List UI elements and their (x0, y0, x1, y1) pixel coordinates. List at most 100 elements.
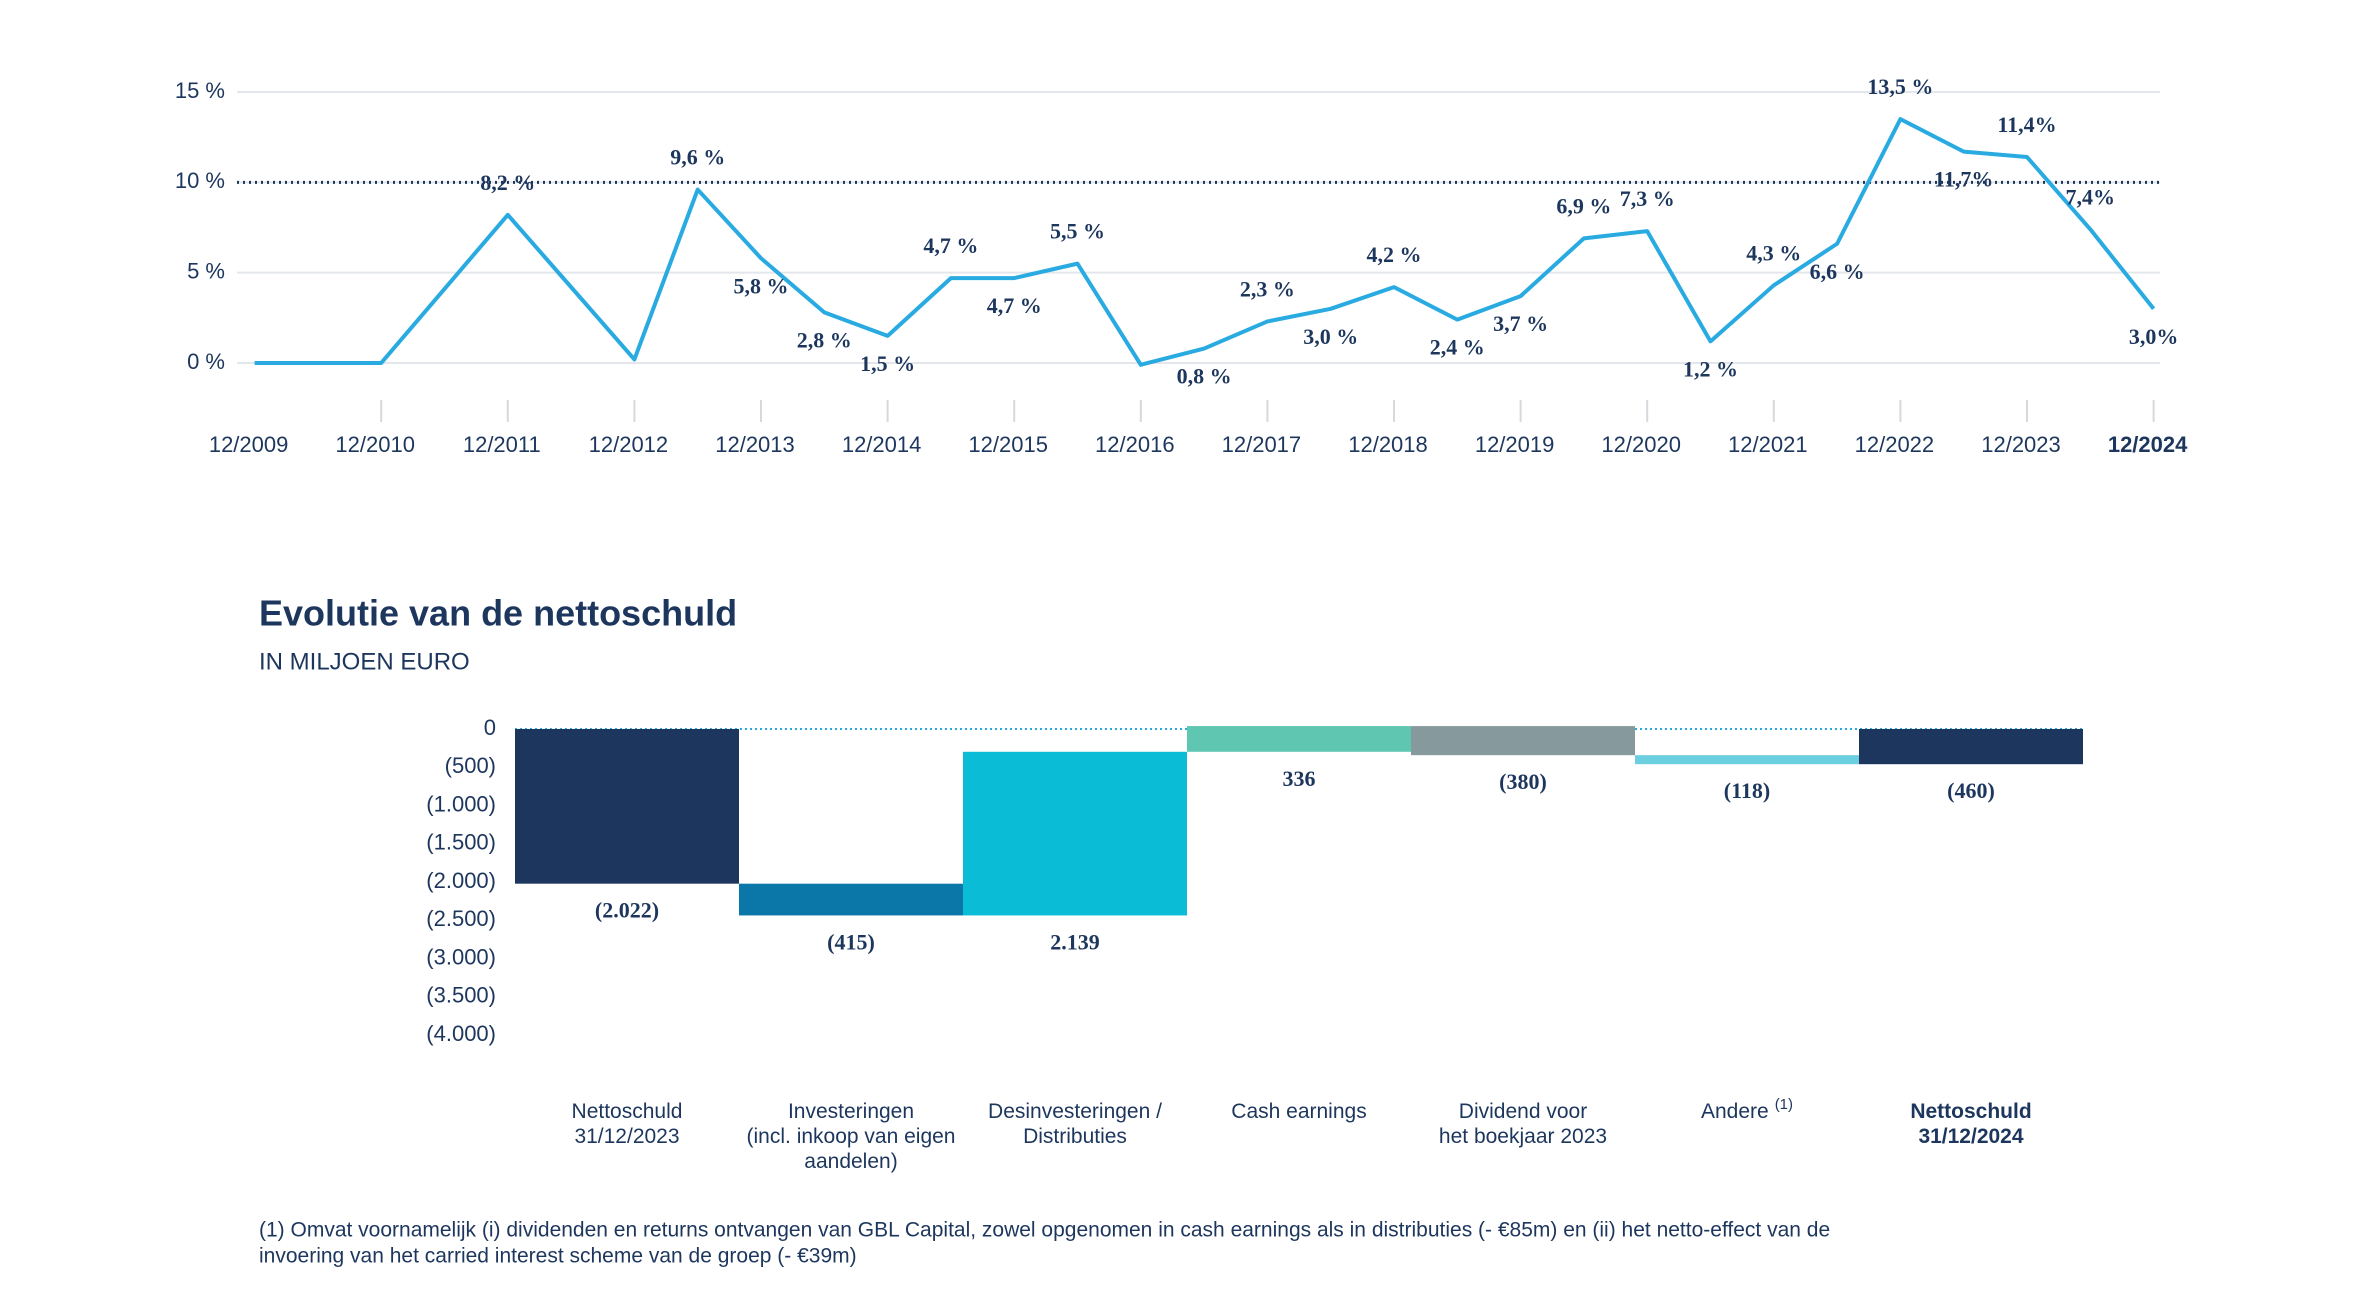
bar (739, 883, 963, 916)
x-tick-label-text: Dividend voor (1459, 1100, 1587, 1123)
x-tick-label: 12/2021 (1728, 432, 1808, 457)
x-tick-label: Cash earnings (1231, 1100, 1366, 1123)
bar (515, 729, 739, 884)
superscript: (1) (1775, 1096, 1793, 1113)
y-tick-label: (1.500) (426, 830, 496, 855)
data-label: (380) (1499, 769, 1547, 794)
x-tick-label: (incl. inkoop van eigen (747, 1125, 956, 1148)
x-tick-label: 12/2018 (1348, 432, 1428, 457)
chart-subtitle: IN MILJOEN EURO (259, 648, 470, 675)
x-tick-label: 12/2023 (1981, 432, 2061, 457)
x-tick-label: Nettoschuld (1910, 1100, 2031, 1123)
y-tick-label: 0 % (187, 349, 225, 374)
bar (1635, 755, 1859, 765)
data-label: (460) (1947, 778, 1995, 803)
x-tick-label: Investeringen (788, 1100, 914, 1123)
data-label: 4,3 % (1746, 240, 1801, 265)
y-tick-label: (500) (445, 753, 496, 778)
data-label: 11,7% (1934, 167, 1993, 192)
data-label: 3,0 % (1303, 324, 1358, 349)
x-tick-label: 12/2014 (842, 432, 922, 457)
x-tick-label: Dividend voor (1459, 1100, 1587, 1123)
data-label: (415) (827, 929, 875, 954)
y-tick-label: (4.000) (426, 1021, 496, 1046)
footnote: (1) Omvat voornamelijk (i) dividenden en… (259, 1219, 1830, 1242)
y-tick-label: (2.500) (426, 906, 496, 931)
x-tick-label: Desinvesteringen / (988, 1100, 1162, 1123)
data-label: 13,5 % (1867, 74, 1933, 99)
data-label: 9,6 % (670, 145, 725, 170)
x-tick-label: 12/2019 (1475, 432, 1555, 457)
bar (1411, 726, 1635, 756)
bar (963, 751, 1187, 916)
y-tick-label: (3.000) (426, 944, 496, 969)
y-tick-label: (1.000) (426, 791, 496, 816)
data-label: 5,8 % (734, 273, 789, 298)
data-label: (118) (1724, 778, 1770, 803)
data-label: 7,3 % (1620, 186, 1675, 211)
data-line (254, 117, 2156, 367)
x-tick-label: 12/2010 (335, 432, 415, 457)
data-label: 11,4% (1997, 112, 2056, 137)
x-tick-label-text: 31/12/2023 (574, 1125, 679, 1148)
data-label: 3,7 % (1493, 311, 1548, 336)
x-tick-label: 31/12/2023 (574, 1125, 679, 1148)
data-label: 2,8 % (797, 327, 852, 352)
x-tick-label-text: aandelen) (804, 1150, 897, 1173)
x-tick-label-text: Cash earnings (1231, 1100, 1366, 1123)
data-label: (2.022) (595, 898, 659, 923)
data-label: 5,5 % (1050, 219, 1105, 244)
x-tick-label: 12/2012 (589, 432, 669, 457)
x-tick-label: 12/2020 (1601, 432, 1681, 457)
x-tick-label: 12/2013 (715, 432, 795, 457)
data-label: 6,9 % (1556, 193, 1611, 218)
x-tick-label: 12/2022 (1855, 432, 1935, 457)
x-tick-label: Nettoschuld (572, 1100, 683, 1123)
y-tick-label: (2.000) (426, 868, 496, 893)
data-label: 1,2 % (1683, 356, 1738, 381)
data-label: 2.139 (1050, 929, 1100, 954)
x-tick-label: Andere (1) (1701, 1096, 1793, 1123)
x-tick-label-text: Distributies (1023, 1125, 1127, 1148)
data-label: 1,5 % (860, 351, 915, 376)
x-tick-label-text: Desinvesteringen / (988, 1100, 1162, 1123)
data-label: 7,4% (2066, 184, 2116, 209)
chart-title: Evolutie van de nettoschuld (259, 593, 737, 634)
x-tick-label: Distributies (1023, 1125, 1127, 1148)
data-label: 4,7 % (987, 293, 1042, 318)
data-label: 2,3 % (1240, 276, 1295, 301)
x-tick-label-text: Andere (1701, 1100, 1769, 1123)
data-label: 8,2 % (480, 170, 535, 195)
data-label: 6,6 % (1810, 259, 1865, 284)
x-tick-label: 12/2017 (1222, 432, 1302, 457)
x-tick-label: het boekjaar 2023 (1439, 1125, 1607, 1148)
data-label: 3,0% (2129, 324, 2179, 349)
x-tick-label-text: het boekjaar 2023 (1439, 1125, 1607, 1148)
y-tick-label: 0 (484, 715, 496, 740)
x-tick-label-text: Nettoschuld (1910, 1100, 2031, 1123)
y-tick-label: 5 % (187, 258, 225, 283)
y-tick-label: 15 % (175, 78, 225, 103)
y-tick-label: 10 % (175, 168, 225, 193)
x-tick-label: 12/2016 (1095, 432, 1175, 457)
x-tick-label: 12/2009 (209, 432, 289, 457)
data-label: 2,4 % (1430, 335, 1485, 360)
x-tick-label-text: (incl. inkoop van eigen (747, 1125, 956, 1148)
x-tick-label: 12/2024 (2108, 432, 2188, 457)
x-tick-label-text: 31/12/2024 (1918, 1125, 2023, 1148)
y-tick-label: (3.500) (426, 983, 496, 1008)
x-tick-label: 12/2011 (463, 432, 541, 457)
data-label: 0,8 % (1177, 364, 1232, 389)
data-label: 4,7 % (923, 233, 978, 258)
x-tick-label: aandelen) (804, 1150, 897, 1173)
x-tick-label: 31/12/2024 (1918, 1125, 2023, 1148)
x-tick-label: 12/2015 (968, 432, 1048, 457)
bar (1187, 726, 1411, 752)
x-tick-label-text: Investeringen (788, 1100, 914, 1123)
x-tick-label-text: Nettoschuld (572, 1100, 683, 1123)
data-label: 4,2 % (1367, 242, 1422, 267)
bar (1859, 729, 2083, 765)
footnote: invoering van het carried interest schem… (259, 1245, 857, 1268)
data-label: 336 (1283, 766, 1316, 791)
